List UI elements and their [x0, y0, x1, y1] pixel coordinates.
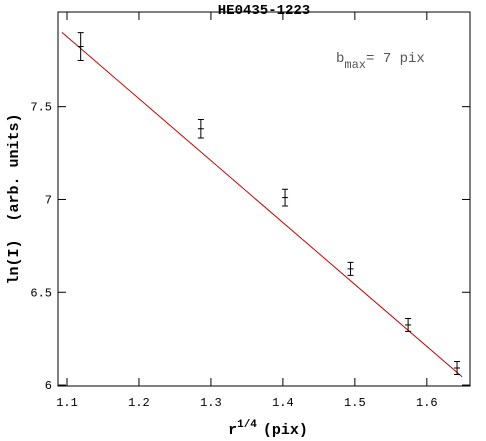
- annotation-sub: max: [344, 58, 366, 72]
- y-axis-label: ln(I) (arb. units): [6, 113, 23, 284]
- x-tick-label: 1.3: [200, 396, 222, 410]
- x-tick-label: 1.5: [344, 396, 366, 410]
- y-tick-label: 6.5: [30, 286, 52, 300]
- annotation: bmax= 7 pix: [336, 51, 425, 72]
- y-tick-label: 6: [45, 379, 52, 393]
- annotation-rest: = 7 pix: [366, 51, 425, 67]
- chart-title: HE0435-1223: [218, 3, 310, 19]
- x-tick-label: 1.4: [272, 396, 294, 410]
- x-tick-label: 1.2: [128, 396, 150, 410]
- y-tick-label: 7: [45, 193, 52, 207]
- x-label-rest: (pix): [263, 422, 308, 439]
- y-tick-label: 7.5: [30, 101, 52, 115]
- x-axis-label: r1/4 (pix): [228, 419, 308, 439]
- x-tick-label: 1.1: [56, 396, 78, 410]
- x-tick-label: 1.6: [416, 396, 438, 410]
- fit-line: [61, 32, 463, 378]
- x-label-sup: 1/4: [237, 419, 257, 431]
- annotation-base: b: [336, 51, 344, 67]
- x-label-base: r: [228, 422, 237, 439]
